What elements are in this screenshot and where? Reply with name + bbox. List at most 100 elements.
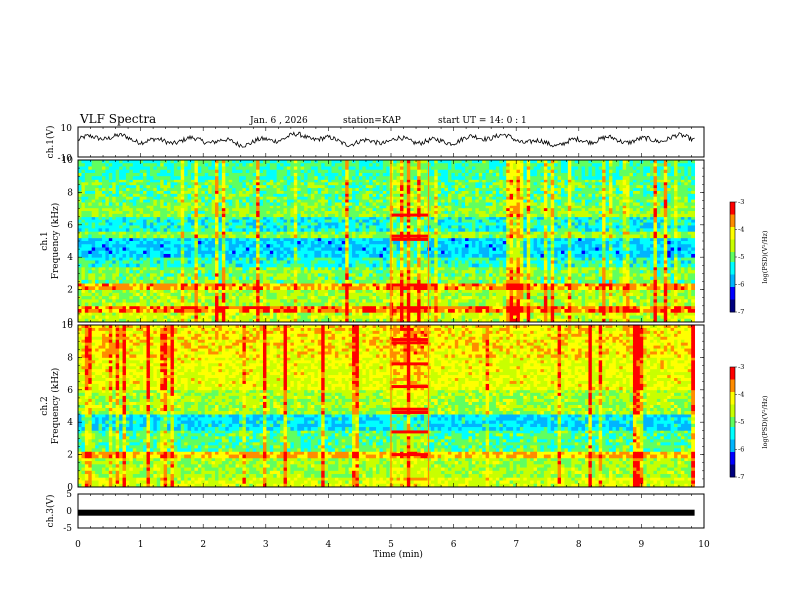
ch1-spec-cell bbox=[143, 303, 147, 307]
ch1-spec-cell bbox=[277, 270, 281, 274]
ch1-spec-cell bbox=[633, 247, 637, 251]
ch1-spec-cell bbox=[479, 306, 483, 310]
ch1-spec-cell bbox=[575, 303, 579, 307]
ch1-spec-cell bbox=[469, 316, 473, 320]
ch1-spec-cell bbox=[424, 241, 428, 245]
ch1-spec-cell bbox=[451, 241, 455, 245]
ch1-spec-cell bbox=[297, 299, 301, 303]
ch1-spec-cell bbox=[249, 270, 253, 274]
ch1-spec-cell bbox=[167, 254, 171, 258]
ch1-spec-cell bbox=[640, 280, 644, 284]
ch1-spec-cell bbox=[636, 264, 640, 268]
ch1-spec-cell bbox=[266, 286, 270, 290]
ch1-spec-cell bbox=[636, 306, 640, 310]
ch1-spec-cell bbox=[482, 296, 486, 300]
ch1-spec-cell bbox=[612, 257, 616, 261]
ch1-spec-cell bbox=[301, 251, 305, 255]
ch1-spec-cell bbox=[177, 286, 181, 290]
ch1-spec-cell bbox=[462, 316, 466, 320]
ch1-spec-cell bbox=[438, 247, 442, 251]
ch1-spec-cell bbox=[472, 306, 476, 310]
ch1-spec-cell bbox=[109, 264, 113, 268]
ch1-spec-cell bbox=[671, 247, 675, 251]
ch1-spec-cell bbox=[301, 296, 305, 300]
ch1-spec-cell bbox=[304, 273, 308, 277]
ch1-spec-cell bbox=[126, 267, 130, 271]
ch1-spec-cell bbox=[277, 303, 281, 307]
ch1-spec-cell bbox=[465, 238, 469, 242]
ch1-spec-cell bbox=[284, 296, 288, 300]
ch1-spec-cell bbox=[578, 264, 582, 268]
ch1-spec-cell bbox=[153, 303, 157, 307]
ch1-spec-cell bbox=[359, 244, 363, 248]
ch1-spec-cell bbox=[496, 247, 500, 251]
ch1-spec-cell bbox=[349, 286, 353, 290]
ch1-spec-cell bbox=[643, 267, 647, 271]
ch1-spec-cell bbox=[616, 260, 620, 264]
ch1-spec-cell bbox=[575, 293, 579, 297]
ch1-spec-cell bbox=[455, 296, 459, 300]
ch1-spec-cell bbox=[246, 251, 250, 255]
ch1-spec-cell bbox=[376, 254, 380, 258]
ch1-spec-cell bbox=[599, 306, 603, 310]
ch1-spec-cell bbox=[434, 267, 438, 271]
ch1-spec-cell bbox=[630, 286, 634, 290]
ch1-spec-cell bbox=[523, 257, 527, 261]
ch1-spec-cell bbox=[575, 312, 579, 316]
ch1-spec-cell bbox=[311, 251, 315, 255]
ch1-spec-cell bbox=[458, 231, 462, 235]
ch1-spec-cell bbox=[654, 260, 658, 264]
ch1-spec-cell bbox=[664, 270, 668, 274]
ch1-spec-cell bbox=[544, 231, 548, 235]
ch1-spec-cell bbox=[308, 303, 312, 307]
ch1-spec-cell bbox=[547, 309, 551, 313]
ch1-spec-cell bbox=[133, 277, 137, 281]
ch1-spec-cell bbox=[493, 251, 497, 255]
ch1-spec-cell bbox=[530, 290, 534, 294]
ch1-spec-cell bbox=[414, 264, 418, 268]
ch1-spec-cell bbox=[170, 293, 174, 297]
ch1-spec-cell bbox=[482, 303, 486, 307]
ch1-spec-cell bbox=[99, 293, 103, 297]
ch1-spec-cell bbox=[143, 296, 147, 300]
ch1-spec-cell bbox=[191, 309, 195, 313]
ch1-spec-cell bbox=[181, 254, 185, 258]
ch1-spec-cell bbox=[568, 283, 572, 287]
ch1-spec-cell bbox=[582, 231, 586, 235]
ch1-spec-cell bbox=[417, 303, 421, 307]
ch1-spec-cell bbox=[640, 257, 644, 261]
ch1-spec-cell bbox=[232, 303, 236, 307]
ch1-spec-cell bbox=[174, 283, 178, 287]
ch1-spec-cell bbox=[260, 238, 264, 242]
ch1-spec-cell bbox=[554, 260, 558, 264]
ch1-spec-cell bbox=[527, 247, 531, 251]
ch1-spec-cell bbox=[325, 299, 329, 303]
ch1-spec-cell bbox=[260, 267, 264, 271]
ch1-spec-cell bbox=[667, 306, 671, 310]
ch1-spec-cell bbox=[236, 309, 240, 313]
ch1-spec-cell bbox=[654, 247, 658, 251]
ch1-spec-cell bbox=[92, 241, 96, 245]
ch1-spec-cell bbox=[318, 260, 322, 264]
ch1-spec-cell bbox=[623, 238, 627, 242]
ch1-spec-cell bbox=[664, 273, 668, 277]
ch1-spec-cell bbox=[133, 303, 137, 307]
ch1-spec-cell bbox=[153, 267, 157, 271]
ch1-spec-cell bbox=[164, 264, 168, 268]
ch1-spec-cell bbox=[194, 244, 198, 248]
ch1-spec-cell bbox=[489, 254, 493, 258]
ch1-spec-cell bbox=[81, 280, 85, 284]
ch1-spec-cell bbox=[239, 312, 243, 316]
ch1-spec-cell bbox=[373, 244, 377, 248]
ch1-spec-cell bbox=[236, 293, 240, 297]
ch1-spec-cell bbox=[451, 296, 455, 300]
ch1-spec-cell bbox=[465, 303, 469, 307]
ch1-spec-cell bbox=[338, 241, 342, 245]
ch1-spec-cell bbox=[445, 303, 449, 307]
ch1-spec-cell bbox=[188, 247, 192, 251]
ch1-spec-cell bbox=[205, 231, 209, 235]
ch1-spec-cell bbox=[561, 251, 565, 255]
ch1-spec-cell bbox=[414, 277, 418, 281]
ch1-spec-cell bbox=[523, 231, 527, 235]
ch1-spec-cell bbox=[551, 273, 555, 277]
